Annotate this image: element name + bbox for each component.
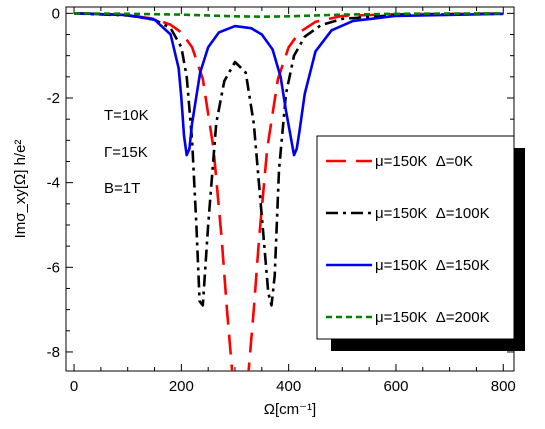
legend-label-4: μ=150K Δ=200K bbox=[375, 309, 490, 326]
x-tick-label: 200 bbox=[169, 378, 194, 395]
legend-label-3: μ=150K Δ=150K bbox=[375, 257, 490, 274]
y-axis-title: Imσ_xy[Ω] h/e² bbox=[12, 140, 29, 239]
x-axis: 0 200 400 600 800 bbox=[70, 7, 516, 395]
y-tick-label: 0 bbox=[52, 5, 60, 22]
legend-label-2: μ=150K Δ=100K bbox=[375, 205, 490, 222]
annotation-temperature: T=10K bbox=[104, 107, 149, 124]
legend-label-1: μ=150K Δ=0K bbox=[375, 153, 473, 170]
y-tick-label: -6 bbox=[47, 259, 60, 276]
y-tick-label: -2 bbox=[47, 90, 60, 107]
y-tick-label: -4 bbox=[47, 175, 60, 192]
x-tick-label: 800 bbox=[491, 378, 516, 395]
annotation-field: B=1T bbox=[104, 180, 140, 197]
x-tick-label: 400 bbox=[276, 378, 301, 395]
series-line-3 bbox=[74, 12, 504, 157]
series-line-1 bbox=[74, 12, 504, 371]
legend: μ=150K Δ=0K μ=150K Δ=100K μ=150K Δ=150K μ=1… bbox=[316, 135, 525, 351]
x-axis-title: Ω[cm⁻¹] bbox=[264, 401, 316, 418]
series-layer bbox=[73, 12, 504, 371]
annotation-gamma: Γ=15K bbox=[104, 144, 148, 161]
legend-box bbox=[316, 135, 515, 340]
series-line-2 bbox=[73, 12, 504, 307]
y-tick-label: -8 bbox=[47, 344, 60, 361]
x-tick-label: 0 bbox=[70, 378, 78, 395]
x-tick-label: 600 bbox=[383, 378, 408, 395]
